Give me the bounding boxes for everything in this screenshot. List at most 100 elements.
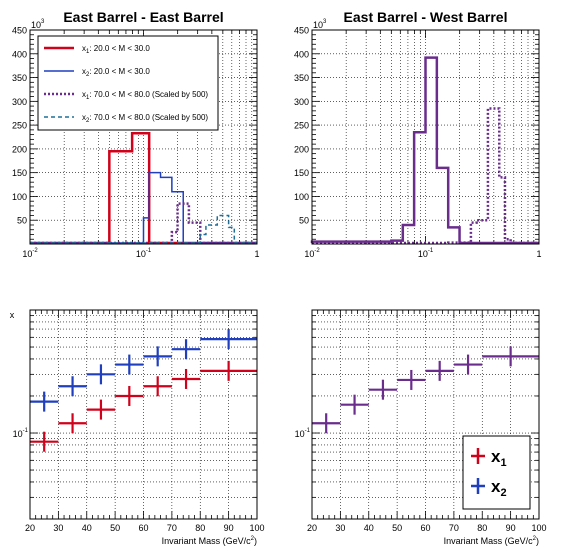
chart-title: East Barrel - East Barrel [63, 9, 223, 25]
x-axis-label: Invariant Mass (GeV/c2) [162, 536, 257, 546]
x-tick-label: 100 [531, 523, 546, 533]
x-tick-label: 80 [477, 523, 487, 533]
legend-label-2: x2 [491, 477, 507, 499]
legend-label-3: x1: 70.0 < M < 80.0 (Scaled by 500) [82, 90, 208, 101]
histogram-series-1 [310, 56, 539, 245]
legend-box [37, 35, 219, 131]
x-tick-label: 100 [249, 523, 264, 533]
x-tick-label: 40 [82, 523, 92, 533]
legend-var: x [491, 477, 501, 496]
y-tick-label: 10-1 [295, 428, 311, 439]
plot-frame-3 [311, 309, 540, 520]
x-tick-label: 80 [195, 523, 205, 533]
y-tick-label: 300 [294, 97, 309, 107]
legend-rest: : 20.0 < M < 30.0 [89, 67, 150, 76]
y-tick-label: 250 [294, 121, 309, 131]
x-tick-label: 1 [536, 249, 541, 259]
histogram-series-3 [30, 202, 257, 245]
y-tick-label: 200 [294, 144, 309, 154]
x-tick-label: 10-1 [418, 248, 434, 259]
x-tick-label: 30 [53, 523, 63, 533]
y-tick-label: 450 [294, 26, 309, 36]
histogram-series-1 [30, 131, 257, 245]
x-tick-label: 60 [138, 523, 148, 533]
x-axis-label-end: ) [254, 536, 257, 546]
x-tick-label: 30 [335, 523, 345, 533]
legend-var: x [491, 447, 501, 466]
y-tick-label: 250 [12, 121, 27, 131]
chart-panel-4: 20 30 40 50 60 70 80 90 100 10-1 Invariant Mass (G… [295, 309, 547, 546]
x-tick-label-base: 1 [536, 249, 541, 259]
legend-label-1: x1 [491, 447, 507, 469]
x-axis-label: Invariant Mass (GeV/c2) [444, 536, 539, 546]
x-axis-label-main: Invariant Mass (GeV/c [444, 536, 534, 546]
x-tick-label: 70 [449, 523, 459, 533]
y-tick-label: 50 [299, 216, 309, 226]
x-tick-label-base: 10 [304, 249, 314, 259]
legend-sub: 1 [86, 95, 90, 101]
legend-sub: 1 [86, 49, 90, 55]
x-tick-label-base: 1 [254, 249, 259, 259]
y-exponent-label-exp: 3 [41, 19, 45, 25]
legend-sub: 2 [500, 487, 506, 499]
x-axis-label-sup: 2 [533, 536, 537, 542]
x-tick-label-exp: -2 [314, 248, 320, 254]
x-axis-label-sup: 2 [251, 536, 255, 542]
y-tick-label: 50 [17, 216, 27, 226]
y-tick-label-exp: -1 [23, 428, 29, 434]
legend-rest: : 70.0 < M < 80.0 (Scaled by 500) [89, 90, 208, 99]
legend-var: x [82, 90, 86, 99]
plot-frame-2 [29, 309, 258, 520]
x-tick-label-exp: -1 [146, 248, 152, 254]
x-tick-label-base: 10 [136, 249, 146, 259]
y-tick-label: 400 [294, 49, 309, 59]
y-exponent-label-exp: 3 [323, 19, 327, 25]
x-axis-label-main: Invariant Mass (GeV/c [162, 536, 252, 546]
y-tick-label: 150 [12, 168, 27, 178]
legend-box [462, 435, 531, 510]
x-tick-label: 90 [224, 523, 234, 533]
x-tick-label: 10-2 [304, 248, 320, 259]
x-axis-label-end: ) [536, 536, 539, 546]
x-tick-label: 20 [25, 523, 35, 533]
y-tick-label-base: 10 [295, 429, 305, 439]
legend-var: x [82, 67, 86, 76]
x-tick-label: 10-2 [22, 248, 38, 259]
x-tick-label: 90 [506, 523, 516, 533]
y-exponent-label-base: 10 [313, 20, 323, 30]
legend-label-2: x2: 20.0 < M < 30.0 [82, 67, 150, 78]
x-tick-label-exp: -2 [32, 248, 38, 254]
legend-rest: : 20.0 < M < 30.0 [89, 44, 150, 53]
x-tick-label: 10-1 [136, 248, 152, 259]
y-tick-label-exp: -1 [305, 428, 311, 434]
x-tick-label: 70 [167, 523, 177, 533]
y-tick-label: 100 [294, 192, 309, 202]
plot-frame-0 [29, 29, 258, 245]
y-tick-label: 350 [294, 73, 309, 83]
legend-sub: 1 [500, 457, 506, 469]
y-exponent-label: 103 [313, 19, 327, 30]
chart-title: East Barrel - West Barrel [344, 9, 508, 25]
x-tick-label: 1 [254, 249, 259, 259]
y-tick-label-base: 10 [13, 429, 23, 439]
histogram-series-2 [30, 171, 257, 244]
y-tick-label: 400 [12, 49, 27, 59]
x-tick-label-base: 10 [418, 249, 428, 259]
y-tick-label: 10-1 [13, 428, 29, 439]
y-tick-label: 300 [12, 97, 27, 107]
y-tick-label: 450 [12, 26, 27, 36]
legend-sub: 2 [86, 118, 90, 124]
y-tick-label: 100 [12, 192, 27, 202]
x-tick-label-base: 10 [22, 249, 32, 259]
x-tick-label: 20 [307, 523, 317, 533]
legend-sub: 2 [86, 72, 90, 78]
x-tick-label: 50 [110, 523, 120, 533]
y-exponent-label: 103 [31, 19, 45, 30]
x-tick-label: 40 [364, 523, 374, 533]
x-tick-label-exp: -1 [428, 248, 434, 254]
histogram-series-4 [30, 214, 257, 244]
x-tick-label: 50 [392, 523, 402, 533]
y-axis-label: x [10, 310, 15, 320]
